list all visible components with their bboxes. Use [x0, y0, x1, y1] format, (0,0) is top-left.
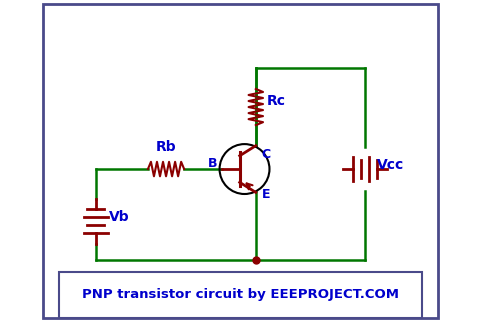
Bar: [59, 272, 421, 318]
Text: B: B: [208, 156, 217, 169]
Text: Rc: Rc: [266, 94, 286, 108]
Text: C: C: [261, 148, 270, 161]
Text: Vb: Vb: [108, 210, 129, 224]
Text: Rb: Rb: [156, 140, 176, 154]
Text: Vcc: Vcc: [376, 158, 403, 172]
Text: E: E: [261, 188, 270, 201]
Text: PNP transistor circuit by EEEPROJECT.COM: PNP transistor circuit by EEEPROJECT.COM: [82, 288, 398, 301]
